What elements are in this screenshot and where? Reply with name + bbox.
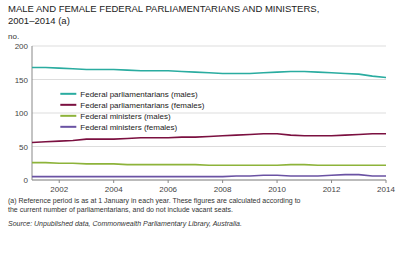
y-tick-label: 100	[15, 109, 29, 118]
legend-swatch	[60, 115, 76, 117]
series-line	[32, 134, 386, 143]
x-tick-label: 2002	[50, 185, 68, 194]
grid-line	[32, 146, 386, 147]
x-tick	[386, 180, 387, 183]
series-line	[32, 175, 386, 177]
legend-label: Federal ministers (males)	[80, 112, 171, 121]
grid-line	[32, 79, 386, 80]
legend-label: Federal ministers (females)	[80, 123, 177, 132]
x-tick	[59, 180, 60, 183]
x-tick-label: 2014	[377, 185, 395, 194]
x-tick-label: 2008	[214, 185, 232, 194]
series-line	[32, 163, 386, 166]
footnote-line: (a) Reference period is as at 1 January …	[8, 197, 301, 205]
footnote-line: the current number of parliamentarians, …	[8, 206, 233, 214]
x-tick-label: 2010	[268, 185, 286, 194]
footnote-line: Source: Unpublished data, Commonwealth P…	[8, 220, 242, 228]
legend: Federal parliamentarians (males) Federal …	[60, 90, 204, 132]
x-tick-label: 2006	[159, 185, 177, 194]
x-tick	[113, 180, 114, 183]
y-tick-label: 200	[15, 42, 29, 51]
footnote: Source: Unpublished data, Commonwealth P…	[8, 220, 242, 228]
x-tick	[168, 180, 169, 183]
legend-swatch	[60, 104, 76, 106]
y-axis-label: no.	[8, 32, 19, 41]
x-tick	[222, 180, 223, 183]
subtitle: 2001–2014 (a)	[8, 15, 70, 26]
y-tick-label: 0	[24, 176, 29, 185]
x-axis-line	[32, 180, 386, 181]
legend-label: Federal parliamentarians (males)	[80, 90, 198, 99]
footnote: (a) Reference period is as at 1 January …	[8, 197, 301, 214]
plot-area	[32, 67, 386, 176]
grid-line	[32, 180, 386, 181]
legend-label: Federal parliamentarians (females)	[80, 101, 204, 110]
y-tick-label: 150	[15, 76, 29, 85]
series-line	[32, 67, 386, 77]
legend-swatch	[60, 126, 76, 128]
grid-line	[32, 46, 386, 47]
x-tick-label: 2012	[323, 185, 341, 194]
x-tick-label: 2004	[105, 185, 123, 194]
chart: MALE AND FEMALE FEDERAL PARLIAMENTARIANS…	[0, 0, 397, 265]
x-tick	[331, 180, 332, 183]
y-tick-label: 50	[19, 143, 28, 152]
legend-swatch	[60, 93, 76, 95]
y-axis-line	[32, 46, 33, 180]
title: MALE AND FEMALE FEDERAL PARLIAMENTARIANS…	[8, 3, 319, 14]
x-tick	[277, 180, 278, 183]
